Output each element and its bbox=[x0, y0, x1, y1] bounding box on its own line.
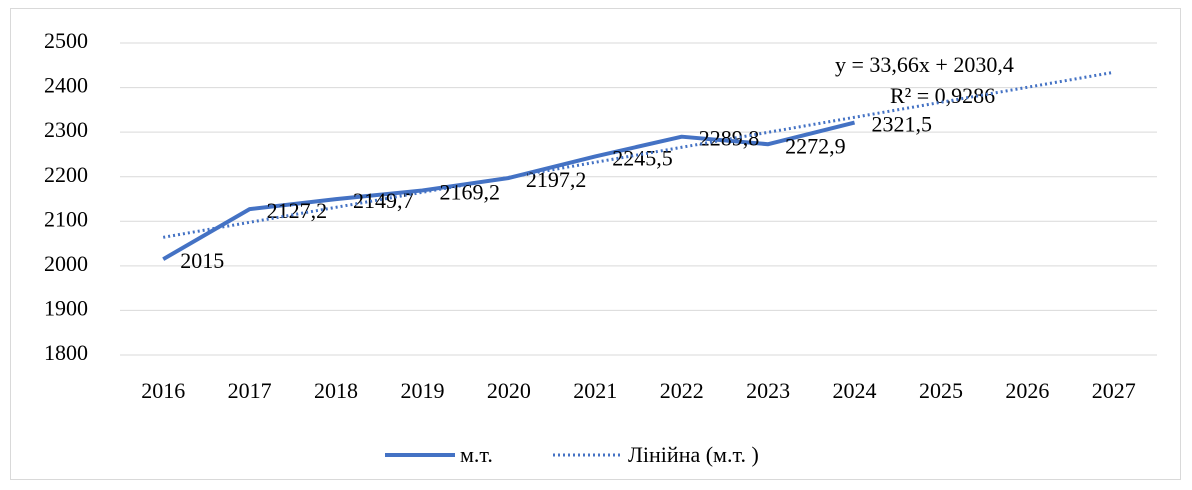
legend-label: м.т. bbox=[460, 442, 493, 467]
x-tick-label: 2016 bbox=[141, 378, 185, 403]
x-tick-label: 2020 bbox=[487, 378, 531, 403]
trend-line bbox=[162, 70, 1115, 239]
x-tick-label: 2019 bbox=[400, 378, 444, 403]
legend-label: Лінійна (м.т. ) bbox=[628, 442, 759, 467]
r-squared: R² = 0,9286 bbox=[890, 83, 995, 108]
y-tick-label: 2500 bbox=[44, 28, 88, 53]
chart-border bbox=[10, 8, 1181, 480]
y-tick-label: 2400 bbox=[44, 73, 88, 98]
x-tick-label: 2023 bbox=[746, 378, 790, 403]
x-tick-label: 2022 bbox=[660, 378, 704, 403]
data-label: 2149,7 bbox=[353, 188, 414, 213]
data-label: 2127,2 bbox=[267, 198, 328, 223]
y-tick-label: 2300 bbox=[44, 117, 88, 142]
x-tick-label: 2018 bbox=[314, 378, 358, 403]
x-tick-label: 2017 bbox=[228, 378, 272, 403]
x-tick-label: 2025 bbox=[919, 378, 963, 403]
y-tick-label: 1900 bbox=[44, 295, 88, 320]
data-label: 2015 bbox=[180, 248, 224, 273]
data-label: 2245,5 bbox=[612, 145, 673, 170]
data-label: 2289,8 bbox=[699, 126, 760, 151]
y-tick-label: 2000 bbox=[44, 251, 88, 276]
y-tick-label: 2100 bbox=[44, 206, 88, 231]
trend-equation: y = 33,66x + 2030,4 bbox=[835, 52, 1014, 77]
data-label: 2321,5 bbox=[872, 112, 933, 137]
y-tick-label: 1800 bbox=[44, 340, 88, 365]
data-label: 2197,2 bbox=[526, 167, 587, 192]
data-label: 2272,9 bbox=[785, 133, 846, 158]
x-tick-label: 2026 bbox=[1005, 378, 1049, 403]
x-tick-label: 2021 bbox=[573, 378, 617, 403]
y-tick-label: 2200 bbox=[44, 162, 88, 187]
x-tick-label: 2027 bbox=[1092, 378, 1136, 403]
x-tick-label: 2024 bbox=[833, 378, 877, 403]
